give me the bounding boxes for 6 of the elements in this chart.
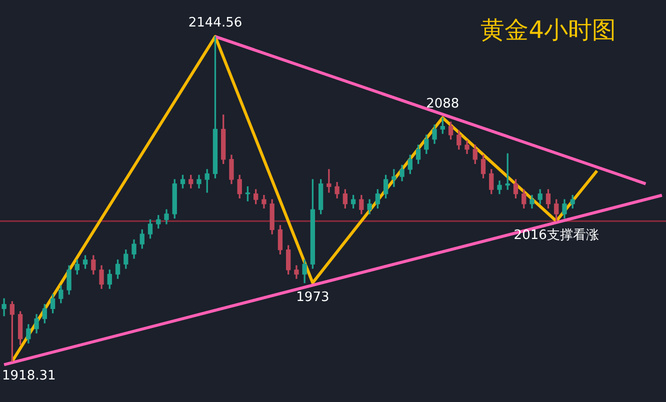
text: 黄金4小时图: [480, 15, 616, 46]
annotation: 1918.31: [2, 368, 56, 384]
annotation: 2088: [426, 96, 460, 112]
annotation: 2144.56: [188, 16, 242, 31]
annotation: 2016支撑看涨: [514, 228, 599, 244]
annotation: 1973: [296, 290, 330, 305]
